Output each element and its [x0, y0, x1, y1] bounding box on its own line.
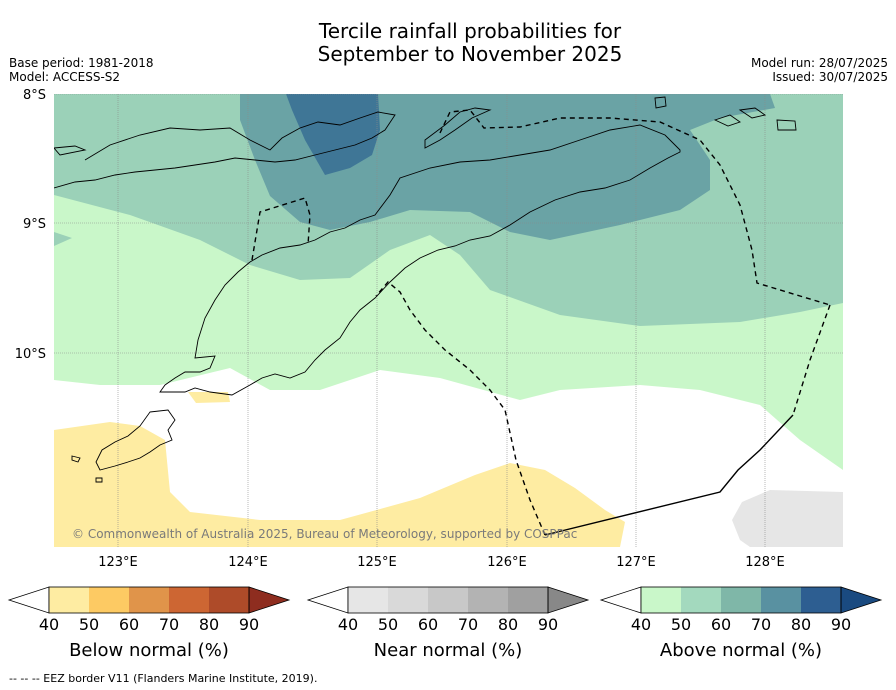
- coast-sawu: [71, 455, 103, 483]
- legend-near-ticks: 40 50 60 70 80 90: [338, 615, 558, 634]
- legend-swatch-70-80: [169, 587, 209, 613]
- legend-outline: [640, 586, 842, 614]
- shade-near-50: [732, 490, 843, 547]
- legend-swatch-50-60: [89, 587, 129, 613]
- legend-outline: [48, 586, 250, 614]
- legend-near-swatches: [306, 586, 590, 614]
- eez-north: [439, 109, 831, 306]
- eez-border: [251, 109, 831, 536]
- coast-small-islands: [54, 96, 797, 156]
- legend-below-tick-50: 50: [79, 615, 99, 634]
- coastlines: [54, 96, 797, 483]
- legend-below-ticks: 40 50 60 70 80 90: [39, 615, 259, 634]
- legend-swatch-40-50: [641, 587, 681, 613]
- legend-swatch-70-80: [468, 587, 508, 613]
- legend-below-tick-40: 40: [39, 615, 59, 634]
- eez-footnote: -- -- -- EEZ border V11 (Flanders Marine…: [9, 672, 318, 685]
- lat-label-8s: 8°S: [23, 88, 46, 103]
- lon-label-123e: 123°E: [98, 555, 138, 570]
- legend-above-ticks: 40 50 60 70 80 90: [631, 615, 851, 634]
- legend-near-tick-70: 70: [458, 615, 478, 634]
- copyright-text: © Commonwealth of Australia 2025, Bureau…: [72, 527, 577, 541]
- legend-swatch-80-90: [209, 587, 249, 613]
- issued-date: Issued: 30/07/2025: [772, 70, 888, 84]
- legend-near-tick-60: 60: [418, 615, 438, 634]
- legend-near-tick-90: 90: [538, 615, 558, 634]
- legend-swatch-40-50: [49, 587, 89, 613]
- legend-above-tick-70: 70: [751, 615, 771, 634]
- legend-near-title: Near normal (%): [374, 640, 523, 661]
- legend-swatch-gt90: [248, 586, 291, 614]
- legend-above-tick-50: 50: [671, 615, 691, 634]
- shade-above-60-edge: [54, 232, 72, 246]
- lon-label-124e: 124°E: [228, 555, 268, 570]
- legend-swatch-gt90: [547, 586, 590, 614]
- legend-below-title: Below normal (%): [69, 640, 229, 661]
- lat-labels: 8°S 9°S 10°S: [15, 88, 46, 362]
- legend-below-tick-80: 80: [199, 615, 219, 634]
- legend-above-tick-60: 60: [711, 615, 731, 634]
- shade-below-50: [54, 422, 625, 547]
- legend-swatch-gt90: [840, 586, 883, 614]
- legend-above-swatches: [599, 586, 883, 614]
- legend-below-swatches: [7, 586, 291, 614]
- legend-swatch-50-60: [388, 587, 428, 613]
- model-name: Model: ACCESS-S2: [9, 70, 121, 84]
- coast-alor: [54, 111, 396, 189]
- gridlines: [54, 94, 843, 547]
- legend-near-normal: 40 50 60 70 80 90 Near normal (%): [306, 586, 590, 661]
- legend-swatch-80-90: [801, 587, 841, 613]
- legend-near-tick-80: 80: [498, 615, 518, 634]
- legend-above-tick-40: 40: [631, 615, 651, 634]
- shade-below-50-small: [188, 392, 230, 403]
- legend-swatch-60-70: [428, 587, 468, 613]
- legend-above-tick-80: 80: [791, 615, 811, 634]
- eez-east: [792, 304, 831, 416]
- lon-label-125e: 125°E: [357, 555, 397, 570]
- legend-near-tick-40: 40: [338, 615, 358, 634]
- legend-below-tick-60: 60: [119, 615, 139, 634]
- lon-label-126e: 126°E: [487, 555, 527, 570]
- title-line-2: September to November 2025: [317, 42, 623, 66]
- title-line-1: Tercile rainfall probabilities for: [318, 19, 622, 43]
- legend-swatch-60-70: [129, 587, 169, 613]
- legend-swatch-80-90: [508, 587, 548, 613]
- coast-wetar: [424, 107, 492, 149]
- lon-labels: 123°E 124°E 125°E 126°E 127°E 128°E: [98, 555, 785, 570]
- legend-swatch-40-50: [348, 587, 388, 613]
- legend-near-tick-50: 50: [378, 615, 398, 634]
- lon-label-127e: 127°E: [616, 555, 656, 570]
- shade-above-80: [286, 94, 380, 175]
- legend-swatch-50-60: [681, 587, 721, 613]
- lat-label-10s: 10°S: [15, 347, 46, 362]
- map-title: Tercile rainfall probabilities for Septe…: [0, 20, 896, 66]
- map-area: © Commonwealth of Australia 2025, Bureau…: [54, 94, 843, 547]
- coast-rote: [95, 409, 176, 471]
- legend-outline: [347, 586, 549, 614]
- coast-timor: [159, 124, 681, 396]
- legend-above-normal: 40 50 60 70 80 90 Above normal (%): [599, 586, 883, 661]
- model-run: Model run: 28/07/2025: [750, 56, 888, 70]
- eez-southwest: [375, 281, 546, 536]
- legend-swatch-70-80: [761, 587, 801, 613]
- legend-swatch-lt40: [7, 586, 50, 614]
- legend-swatch-lt40: [306, 586, 349, 614]
- legend-below-normal: 40 50 60 70 80 90 Below normal (%): [7, 586, 291, 661]
- meta-left: Base period: 1981-2018 Model: ACCESS-S2: [9, 56, 154, 84]
- legend-above-tick-90: 90: [831, 615, 851, 634]
- legend-below-tick-90: 90: [239, 615, 259, 634]
- legend-swatch-lt40: [599, 586, 642, 614]
- legends: 40 50 60 70 80 90 Below normal (%) 40 50…: [7, 586, 883, 661]
- eez-southeast: [544, 414, 794, 536]
- legend-below-tick-70: 70: [159, 615, 179, 634]
- lat-label-9s: 9°S: [23, 217, 46, 232]
- base-period: Base period: 1981-2018: [9, 56, 154, 70]
- legend-above-title: Above normal (%): [660, 640, 822, 661]
- legend-swatch-60-70: [721, 587, 761, 613]
- meta-right: Model run: 28/07/2025 Issued: 30/07/2025: [751, 56, 888, 84]
- lon-label-128e: 128°E: [745, 555, 785, 570]
